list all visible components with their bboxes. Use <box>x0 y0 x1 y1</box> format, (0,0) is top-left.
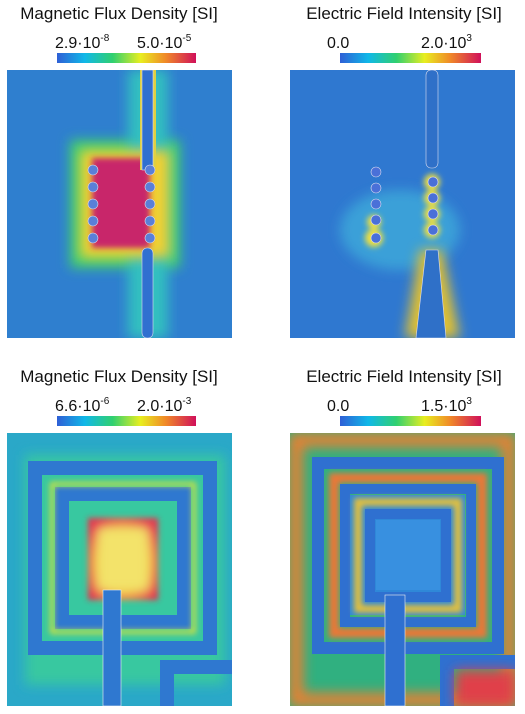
panel-title: Magnetic Flux Density [SI] <box>20 4 217 23</box>
colorbar-max: 1.5·103 <box>421 396 472 415</box>
label-base: 0.0 <box>327 398 349 415</box>
label-base: 2.0·10 <box>421 35 466 52</box>
field-plot <box>7 70 232 338</box>
label-exponent: 3 <box>466 33 472 44</box>
panel-title: Electric Field Intensity [SI] <box>306 4 502 23</box>
colorbar-max: 2.0·103 <box>421 33 472 52</box>
label-exponent: -8 <box>100 33 109 44</box>
field-plot <box>290 70 515 338</box>
label-base: 2.9·10 <box>55 35 100 52</box>
label-base: 2.0·10 <box>137 398 182 415</box>
label-base: 6.6·10 <box>55 398 100 415</box>
colorbar-max: 5.0·10-5 <box>137 33 192 52</box>
colorbar-max: 2.0·10-3 <box>137 396 192 415</box>
colorbar-min: 0.0 <box>327 398 349 415</box>
colorbar <box>57 416 196 426</box>
label-base: 0.0 <box>327 35 349 52</box>
colorbar-min: 0.0 <box>327 35 349 52</box>
field-plot <box>290 433 515 706</box>
colorbar-min: 6.6·10-6 <box>55 396 110 415</box>
label-exponent: 3 <box>466 396 472 407</box>
label-exponent: -3 <box>182 396 191 407</box>
label-base: 5.0·10 <box>137 35 182 52</box>
label-exponent: -6 <box>100 396 109 407</box>
label-base: 1.5·10 <box>421 398 466 415</box>
panel-title: Magnetic Flux Density [SI] <box>20 367 217 386</box>
colorbar <box>340 416 481 426</box>
panel-title: Electric Field Intensity [SI] <box>306 367 502 386</box>
colorbar <box>57 53 196 63</box>
colorbar <box>340 53 481 63</box>
colorbar-min: 2.9·10-8 <box>55 33 110 52</box>
label-exponent: -5 <box>182 33 191 44</box>
field-plot <box>7 433 232 706</box>
